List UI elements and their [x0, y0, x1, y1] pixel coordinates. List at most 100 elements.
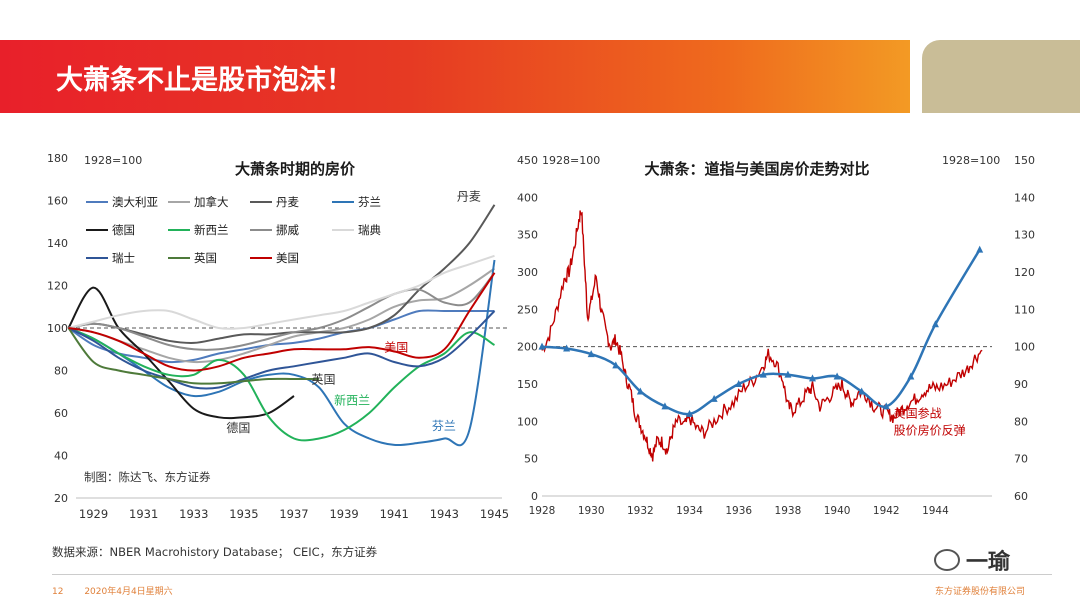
- y-left-tick-label: 100: [517, 415, 538, 428]
- legend-label: 挪威: [276, 223, 299, 237]
- y-right-tick-label: 120: [1014, 266, 1035, 279]
- slide-title: 大萧条不止是股市泡沫！: [56, 65, 353, 96]
- annotation-line1: 美国参战: [894, 406, 942, 421]
- y-right-tick-label: 80: [1014, 415, 1028, 428]
- y-right-tick-label: 130: [1014, 229, 1035, 242]
- y-left-tick-label: 150: [517, 378, 538, 391]
- y-tick-label: 100: [47, 322, 68, 335]
- y-left-tick-label: 200: [517, 341, 538, 354]
- x-tick-label: 1942: [873, 505, 900, 517]
- legend-label: 加拿大: [194, 195, 229, 209]
- us-housing-marker: [907, 372, 915, 380]
- title-banner: [0, 40, 910, 113]
- series-line-瑞典: [68, 254, 495, 330]
- us-housing-marker: [636, 387, 644, 395]
- y-left-tick-label: 250: [517, 303, 538, 316]
- legend-label: 美国: [276, 251, 299, 265]
- series-annotation: 德国: [226, 420, 250, 435]
- series-line-挪威: [68, 272, 496, 351]
- y-tick-label: 80: [54, 365, 68, 378]
- y-left-tick-label: 0: [531, 490, 538, 503]
- y-tick-label: 60: [54, 407, 68, 420]
- watermark: 一瑜: [934, 544, 1010, 576]
- legend-label: 瑞典: [358, 223, 381, 237]
- page-number: 12: [52, 587, 64, 597]
- footer-company: 东方证券股份有限公司: [934, 587, 1025, 597]
- x-tick-label: 1943: [430, 507, 459, 520]
- us-housing-marker: [784, 370, 792, 378]
- footer-left: 12 2020年4月4日星期六: [52, 584, 173, 597]
- data-source-note: 数据来源：NBER Macrohistory Database； CEIC，东方…: [52, 545, 378, 559]
- y-right-tick-label: 140: [1014, 191, 1035, 204]
- dow-series-line: [541, 210, 983, 462]
- y-right-tick-label: 100: [1014, 341, 1035, 354]
- legend-label: 英国: [194, 251, 217, 265]
- chart-title: 大萧条：道指与美国房价走势对比: [644, 160, 869, 178]
- x-tick-label: 1936: [725, 505, 752, 517]
- right-axis-base-label: 1928=100: [942, 154, 1000, 167]
- left-axis-base-label: 1928=100: [542, 154, 600, 167]
- us-housing-marker: [759, 370, 767, 378]
- x-tick-label: 1932: [627, 505, 654, 517]
- y-tick-label: 180: [47, 152, 68, 165]
- x-tick-label: 1933: [179, 507, 208, 520]
- y-tick-label: 160: [47, 195, 68, 208]
- banner-tab: [922, 40, 1080, 113]
- x-tick-label: 1944: [922, 505, 949, 517]
- y-left-tick-label: 50: [524, 453, 538, 466]
- y-tick-label: 140: [47, 237, 68, 250]
- x-tick-label: 1931: [129, 507, 158, 520]
- y-left-tick-label: 400: [517, 191, 538, 204]
- wechat-icon: [934, 549, 960, 571]
- y-right-tick-label: 150: [1014, 154, 1035, 167]
- x-tick-label: 1945: [480, 507, 509, 520]
- series-line-美国: [68, 272, 496, 372]
- us-housing-marker: [858, 387, 866, 395]
- chart-title: 大萧条时期的房价: [235, 160, 356, 178]
- us-housing-marker: [833, 372, 841, 380]
- x-tick-label: 1941: [380, 507, 409, 520]
- us-housing-marker: [661, 402, 669, 410]
- x-tick-label: 1938: [775, 505, 802, 517]
- series-annotation: 丹麦: [457, 190, 481, 204]
- footer-divider: [52, 574, 1052, 575]
- series-line-德国: [67, 286, 295, 420]
- series-line-新西兰: [68, 327, 496, 442]
- us-housing-marker: [882, 402, 890, 410]
- us-housing-marker: [808, 374, 816, 382]
- series-annotation: 美国: [384, 340, 408, 354]
- legend-label: 德国: [112, 223, 135, 237]
- us-housing-marker: [538, 342, 546, 350]
- x-tick-label: 1937: [279, 507, 308, 520]
- y-right-tick-label: 110: [1014, 303, 1035, 316]
- us-housing-marker: [587, 350, 595, 358]
- series-line-芬兰: [68, 259, 496, 447]
- y-right-tick-label: 90: [1014, 378, 1028, 391]
- legend-label: 瑞士: [112, 251, 135, 265]
- us-housing-marker: [710, 394, 718, 402]
- y-tick-label: 20: [54, 492, 68, 505]
- legend-label: 新西兰: [194, 223, 229, 237]
- chart-credit: 制图：陈达飞、东方证券: [84, 470, 211, 484]
- footer-date: 2020年4月4日星期六: [84, 587, 173, 597]
- x-tick-label: 1939: [329, 507, 358, 520]
- base-label: 1928=100: [84, 154, 142, 167]
- legend-label: 芬兰: [358, 195, 381, 209]
- us-housing-marker: [931, 320, 939, 328]
- y-tick-label: 120: [47, 280, 68, 293]
- series-line-英国: [67, 327, 320, 385]
- watermark-text: 一瑜: [966, 550, 1011, 575]
- us-housing-marker: [612, 361, 620, 369]
- series-annotation: 新西兰: [334, 393, 370, 408]
- y-left-tick-label: 450: [517, 154, 538, 167]
- legend-label: 丹麦: [276, 195, 299, 209]
- x-tick-label: 1929: [79, 507, 108, 520]
- y-left-tick-label: 350: [517, 229, 538, 242]
- x-tick-label: 1928: [529, 505, 556, 517]
- series-line-澳大利亚: [67, 309, 495, 364]
- y-tick-label: 40: [54, 450, 68, 463]
- series-line-加拿大: [68, 267, 496, 364]
- us-housing-marker: [563, 344, 571, 352]
- annotation-line2: 股价房价反弹: [894, 423, 966, 438]
- y-right-tick-label: 60: [1014, 490, 1028, 503]
